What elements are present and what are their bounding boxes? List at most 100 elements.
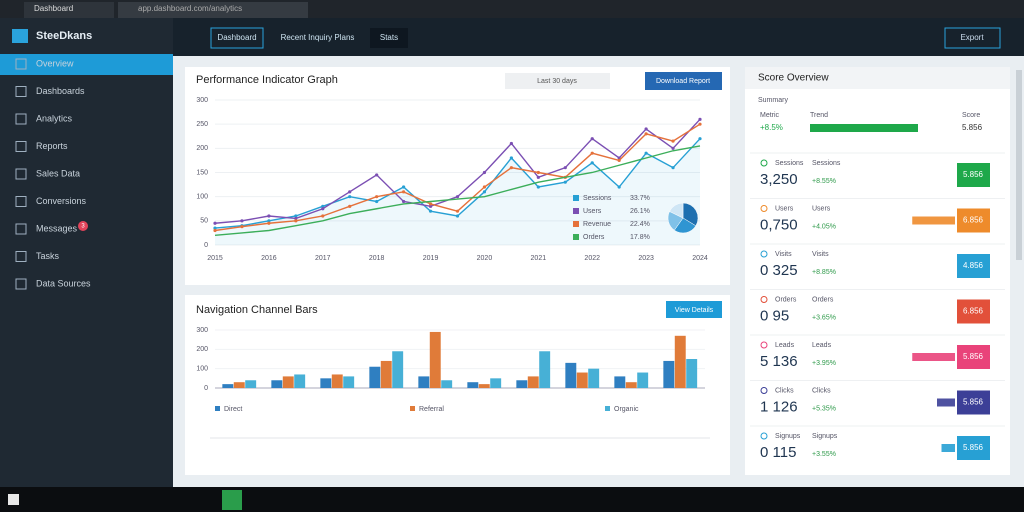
point [267, 214, 271, 218]
point [375, 199, 379, 204]
row-label: Sessions [775, 160, 804, 167]
app-icon[interactable] [222, 490, 242, 510]
point [321, 204, 325, 208]
progress [912, 353, 955, 361]
bar [392, 351, 404, 388]
row-icon [760, 250, 768, 258]
bar [331, 374, 343, 388]
row-value: 1 126 [760, 398, 798, 415]
point [240, 225, 244, 229]
score-badge[interactable] [957, 163, 990, 187]
point [375, 195, 379, 199]
row-trend-label: Orders [812, 296, 834, 303]
column-header: Metric [760, 112, 780, 119]
top-tab[interactable] [210, 27, 264, 49]
bar [625, 382, 637, 388]
details-label: View Details [675, 307, 714, 314]
point [428, 202, 433, 206]
menu-item[interactable]: Reports [36, 141, 68, 151]
bar [429, 331, 441, 388]
score-label: 4.856 [963, 261, 984, 270]
export-button[interactable] [944, 27, 1001, 49]
x-tick-label: 2015 [207, 255, 223, 262]
bar [686, 359, 698, 388]
row-trend-label: Leads [812, 342, 832, 349]
point [267, 221, 271, 225]
row-icon [760, 341, 768, 349]
x-tick-label: 2024 [692, 255, 708, 262]
point [671, 166, 675, 170]
menu-item[interactable]: Overview [36, 58, 74, 68]
badge [78, 221, 88, 231]
legend-swatch [410, 406, 415, 411]
menu-item[interactable]: Sales Data [36, 168, 80, 178]
point [590, 161, 594, 165]
download-label: Download Report [656, 78, 710, 85]
score-badge[interactable] [957, 345, 990, 369]
point [402, 185, 406, 189]
score-badge[interactable] [957, 254, 990, 278]
pie-slice [669, 202, 684, 219]
x-tick-label: 2023 [638, 255, 654, 262]
score-badge[interactable] [957, 390, 990, 415]
y-tick-label: 300 [196, 97, 208, 104]
menu-item[interactable]: Tasks [36, 251, 60, 261]
legend-swatch [605, 406, 610, 411]
progress [810, 124, 918, 132]
menu-icon [15, 86, 27, 97]
menu-active[interactable] [0, 54, 173, 75]
top-tab[interactable] [370, 28, 408, 48]
row-icon [760, 432, 768, 440]
y-tick-label: 0 [204, 242, 208, 249]
y-tick-label: 0 [204, 385, 208, 392]
bar [369, 366, 381, 388]
menu-item[interactable]: Messages [36, 223, 78, 233]
bar [245, 380, 257, 388]
x-tick-label: 2016 [261, 255, 277, 262]
point [509, 156, 513, 160]
menu-item[interactable]: Conversions [36, 196, 87, 206]
legend-swatch [573, 208, 579, 214]
y-tick-label: 50 [200, 218, 208, 225]
point [482, 170, 487, 175]
legend-value: 33.7% [630, 195, 650, 202]
row-label: Visits [775, 251, 792, 258]
menu-item[interactable]: Analytics [36, 113, 73, 123]
score-badge[interactable] [957, 299, 990, 324]
menu-item[interactable]: Data Sources [36, 278, 91, 288]
download-button[interactable] [645, 72, 722, 90]
bar [282, 376, 294, 388]
point [482, 190, 487, 194]
tab[interactable] [24, 2, 114, 18]
bar [441, 380, 453, 388]
y-tick-label: 300 [196, 327, 208, 334]
score-badge[interactable] [957, 436, 990, 460]
point [294, 216, 298, 221]
menu-icon [15, 141, 27, 152]
score-badge[interactable] [957, 208, 990, 233]
legend-label: Organic [614, 406, 639, 413]
start-button[interactable] [8, 494, 19, 505]
url-bar[interactable] [118, 2, 308, 18]
legend-label: Referral [419, 406, 444, 413]
legend-label: Users [583, 208, 602, 215]
bar [674, 335, 686, 388]
point [644, 132, 648, 136]
scrollbar [1016, 70, 1022, 260]
subtitle: Summary [758, 97, 788, 104]
row-value: 3,250 [760, 171, 798, 188]
header-score: 5.856 [962, 123, 983, 132]
details-button[interactable] [666, 301, 722, 318]
point [563, 166, 567, 170]
score-label: 6.856 [963, 307, 984, 316]
legend-label: Direct [224, 406, 242, 413]
legend-swatch [215, 406, 220, 411]
row-value: 5 136 [760, 353, 798, 370]
menu-icon [15, 58, 27, 70]
menu-icon [15, 223, 27, 235]
top-tab-label: Stats [380, 33, 398, 42]
range-select[interactable] [505, 73, 610, 89]
menu-item[interactable]: Dashboards [36, 86, 85, 96]
row-value: 0,750 [760, 216, 798, 233]
row-trend-label: Visits [812, 251, 829, 258]
